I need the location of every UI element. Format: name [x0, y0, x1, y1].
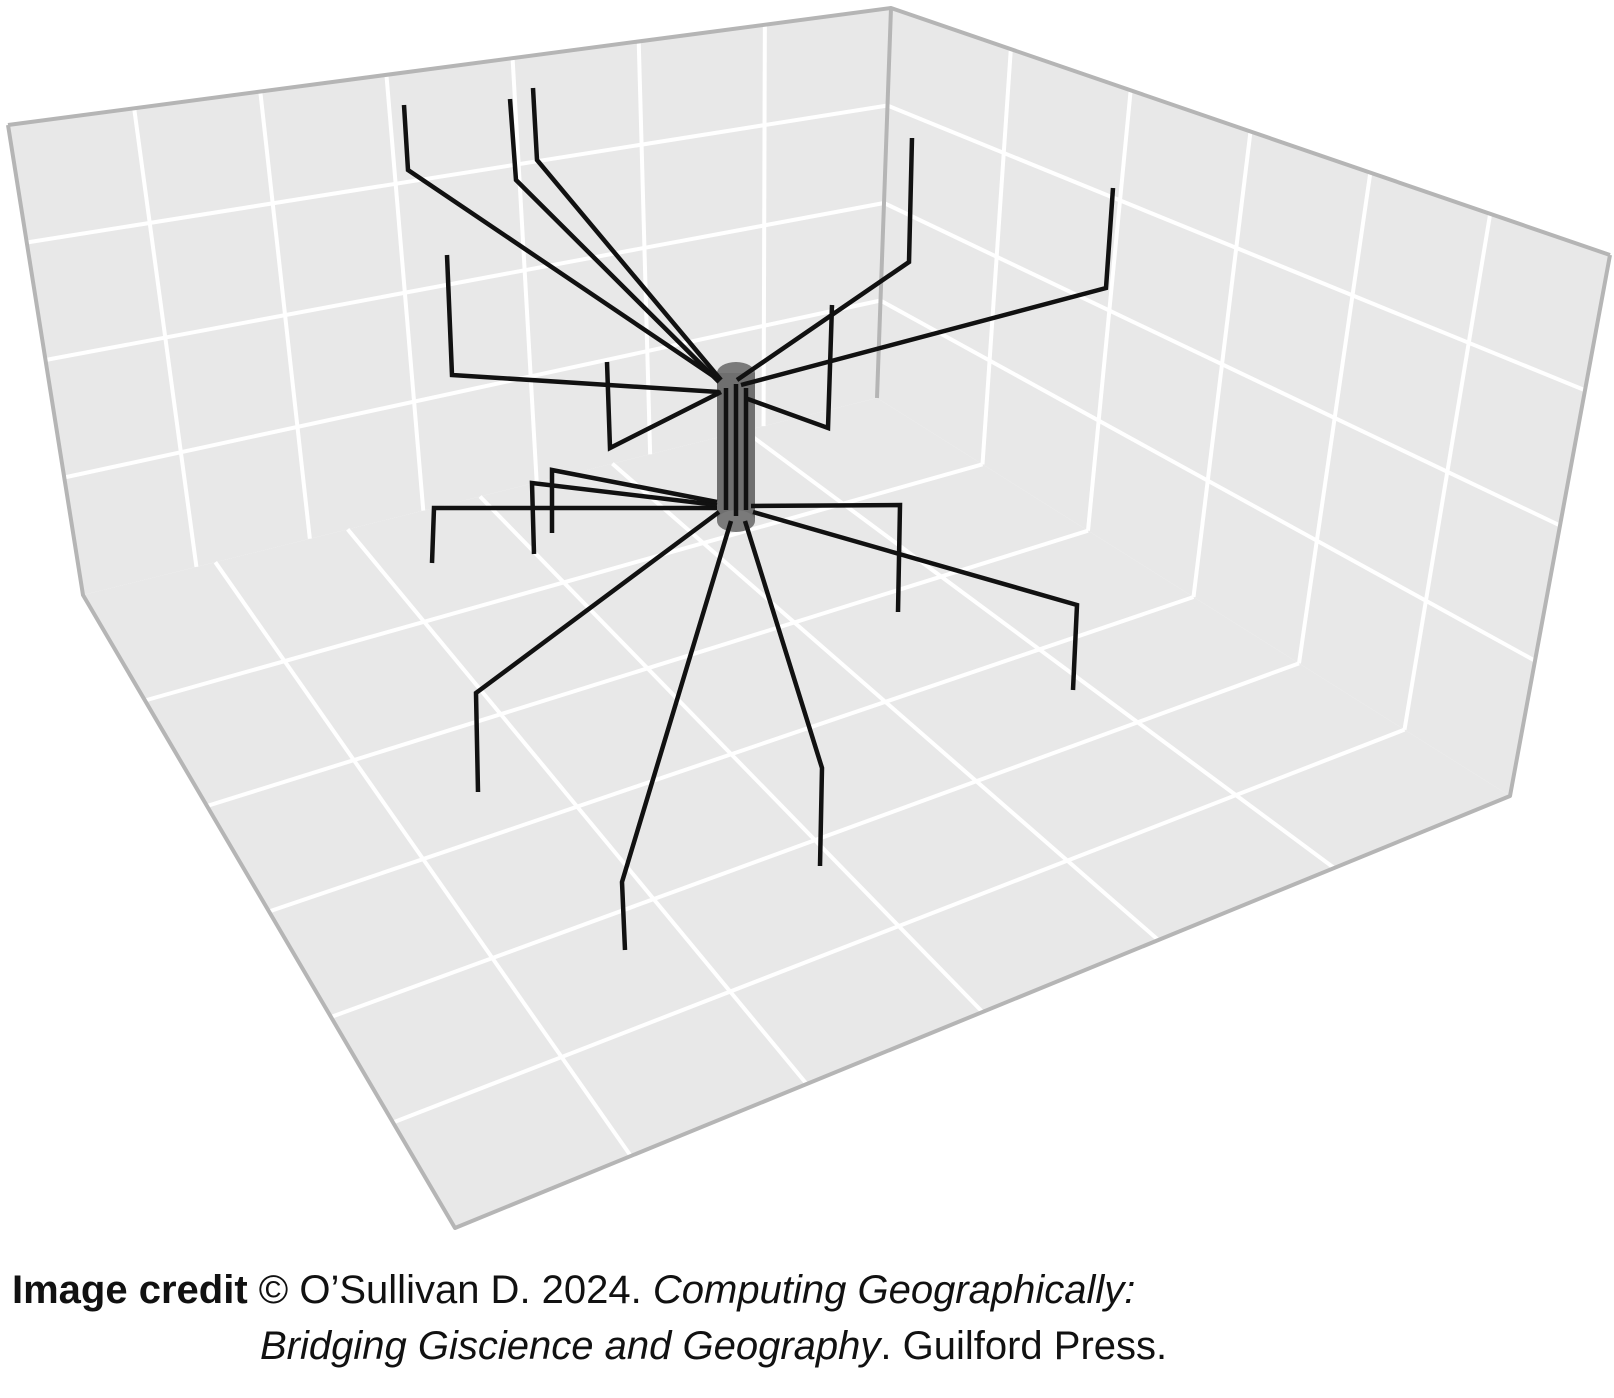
- branch-line: [473, 510, 721, 793]
- credit-author: © O’Sullivan D. 2024.: [258, 1268, 642, 1312]
- credit-line-1: Image credit © O’Sullivan D. 2024. Compu…: [12, 1262, 1135, 1318]
- branch-line: [752, 509, 1080, 691]
- frame-back-vertical: [875, 7, 893, 399]
- grid-lines: [26, 24, 1586, 1158]
- floor-grid-v: [330, 661, 1300, 1019]
- branch-line: [507, 98, 721, 384]
- right-wall-grid-v: [883, 201, 1561, 528]
- branch-line: [604, 361, 723, 452]
- box-panels: [8, 8, 1610, 1228]
- floor: [83, 398, 1510, 1228]
- branch-line: [619, 520, 734, 951]
- floor-grid-v: [392, 727, 1406, 1125]
- branch-line: [735, 137, 915, 382]
- branch-line: [429, 505, 717, 564]
- branch-line: [530, 87, 723, 382]
- credit-publisher: . Guilford Press.: [880, 1324, 1168, 1368]
- floor-grid-v: [268, 595, 1195, 914]
- left-wall-grid-v: [63, 298, 881, 480]
- branches: [401, 87, 1116, 951]
- credit-title-part1: Computing Geographically:: [652, 1268, 1136, 1312]
- box-frame: [6, 6, 1612, 1230]
- credit-line-2: Bridging Giscience and Geography. Guilfo…: [12, 1318, 1167, 1374]
- branch-line: [529, 480, 718, 555]
- right-wall-grid-v: [886, 103, 1586, 393]
- floor-grid-v: [206, 528, 1089, 808]
- frame-outer-edge: [6, 124, 1612, 1230]
- credit-title-part2: Bridging Giscience and Geography: [260, 1324, 881, 1368]
- branch-line: [750, 502, 903, 613]
- branch-line: [401, 104, 721, 382]
- left-wall-grid-v: [45, 201, 885, 362]
- branch-line: [444, 254, 720, 395]
- branch-line: [740, 187, 1116, 388]
- credit-label: Image credit: [12, 1268, 248, 1312]
- branch-line: [744, 304, 835, 432]
- image-credit: Image credit © O’Sullivan D. 2024. Compu…: [12, 1262, 1167, 1374]
- branching-3d-diagram: [6, 6, 1612, 1230]
- left-wall-grid-v: [26, 103, 888, 245]
- branch-line: [549, 467, 718, 533]
- right-wall-grid-v: [879, 298, 1536, 663]
- branch-line: [742, 520, 825, 867]
